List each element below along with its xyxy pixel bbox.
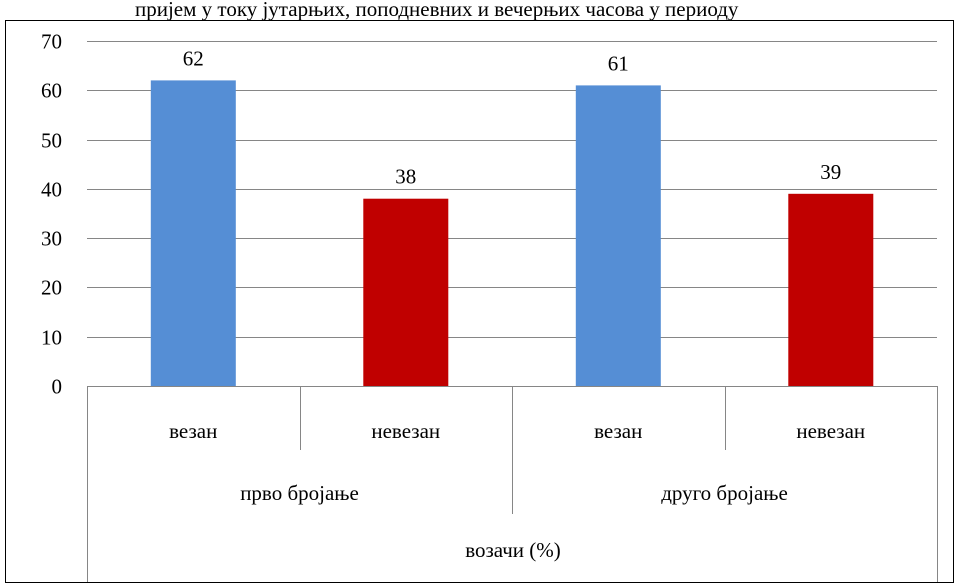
y-axis-ticks: 0 10 20 30 40 50 60 70 (41, 30, 62, 399)
data-labels: 62 38 61 39 (183, 46, 842, 188)
y-tick-label: 0 (52, 375, 63, 399)
data-label: 62 (183, 46, 204, 70)
group-label: друго бројање (661, 481, 788, 505)
data-label: 39 (820, 160, 841, 184)
category-label: невезан (796, 419, 865, 443)
x-axis-category-tree: везан невезан везан невезан прво бројање друг… (87, 386, 938, 582)
bars (150, 80, 874, 387)
y-tick-label: 40 (41, 178, 62, 202)
y-tick-label: 30 (41, 227, 62, 251)
category-label: везан (169, 419, 217, 443)
bar-nevezan-group-2 (788, 193, 874, 386)
y-tick-label: 60 (41, 79, 62, 103)
category-label: невезан (371, 419, 440, 443)
x-axis-title: возачи (%) (465, 538, 561, 562)
y-tick-label: 70 (41, 30, 62, 54)
top-cutoff-text: пријем у току јутарњих, поподневних и ве… (135, 0, 739, 21)
y-tick-label: 10 (41, 326, 62, 350)
bar-nevezan-group-1 (363, 198, 449, 386)
chart-frame (5, 20, 954, 583)
data-label: 38 (395, 165, 416, 189)
y-tick-label: 50 (41, 129, 62, 153)
category-label: везан (594, 419, 642, 443)
data-label: 61 (608, 51, 629, 75)
group-label: прво бројање (240, 481, 359, 505)
bar-vezan-group-1 (150, 80, 236, 387)
bar-vezan-group-2 (575, 85, 661, 387)
y-tick-label: 20 (41, 276, 62, 300)
